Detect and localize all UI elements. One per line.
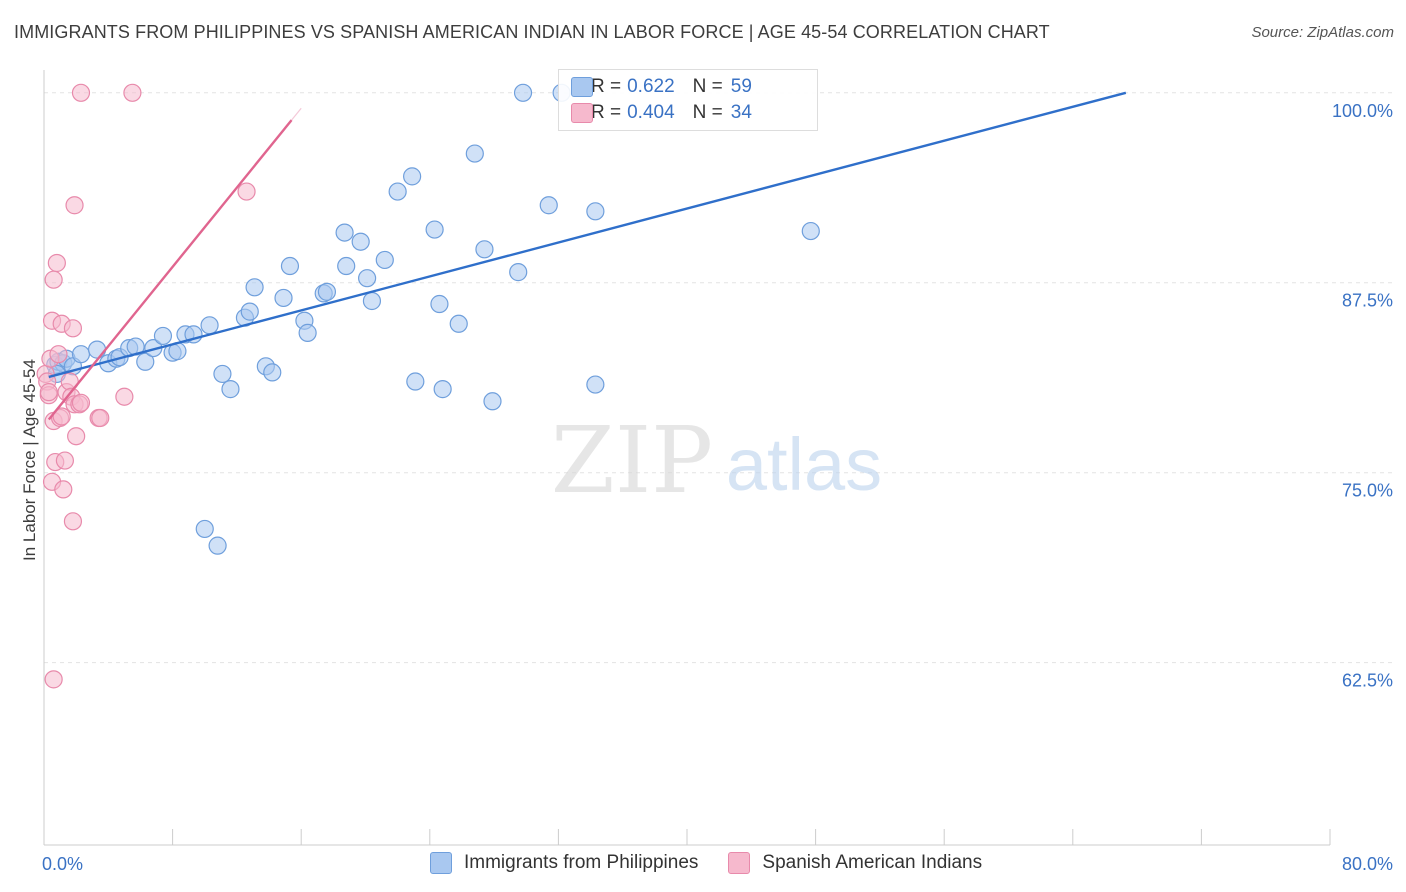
point-philippines xyxy=(403,167,422,186)
point-spanish-american-indian xyxy=(54,480,73,499)
legend-item-spanish-american-indians[interactable]: Spanish American Indians xyxy=(728,852,982,874)
point-philippines xyxy=(406,372,425,391)
point-spanish-american-indian xyxy=(123,83,142,102)
x-tick-label: 0.0% xyxy=(42,854,83,874)
point-philippines xyxy=(263,363,282,382)
watermark-atlas: atlas xyxy=(726,423,882,506)
point-philippines xyxy=(425,220,444,239)
point-spanish-american-indian xyxy=(63,319,83,338)
point-spanish-american-indian xyxy=(67,427,86,446)
point-spanish-american-indian xyxy=(91,408,110,428)
legend-label: Spanish American Indians xyxy=(762,852,983,873)
point-philippines xyxy=(483,392,502,411)
point-philippines xyxy=(240,302,259,321)
point-philippines xyxy=(71,345,91,364)
point-philippines xyxy=(375,250,394,270)
trend-line-philippines xyxy=(48,91,1127,379)
point-spanish-american-indian xyxy=(47,253,66,273)
legend-item-philippines[interactable]: Immigrants from Philippines xyxy=(430,852,698,874)
point-spanish-american-indian xyxy=(44,270,63,289)
point-philippines xyxy=(87,340,107,359)
point-spanish-american-indian xyxy=(115,387,134,406)
point-philippines xyxy=(213,364,232,384)
point-philippines xyxy=(200,316,219,335)
point-philippines xyxy=(351,232,370,251)
watermark-zip: ZIP xyxy=(551,407,713,514)
n-value: 59 xyxy=(730,76,752,97)
point-philippines xyxy=(337,256,356,276)
point-spanish-american-indian xyxy=(63,512,83,531)
point-philippines xyxy=(539,196,558,215)
stats-legend: R = 0.622 N = 59 R = 0.404 N = 34 xyxy=(558,69,818,131)
chart-title: IMMIGRANTS FROM PHILIPPINES VS SPANISH A… xyxy=(14,22,1050,42)
point-philippines xyxy=(274,288,293,308)
point-spanish-american-indian xyxy=(237,182,256,201)
legend-swatch-pink xyxy=(728,852,751,874)
point-philippines xyxy=(195,519,214,539)
point-philippines xyxy=(317,282,337,301)
n-label: N = xyxy=(692,76,723,97)
trend-line-extension xyxy=(291,107,302,121)
point-philippines xyxy=(280,256,300,276)
r-value: 0.404 xyxy=(627,102,675,123)
point-spanish-american-indian xyxy=(49,345,68,364)
legend-swatch-blue xyxy=(571,77,593,97)
point-philippines xyxy=(586,375,605,394)
legend-swatch-blue xyxy=(430,852,452,874)
r-label: R = xyxy=(591,76,622,97)
point-philippines xyxy=(475,240,494,259)
y-tick-label: 75.0% xyxy=(1342,481,1393,501)
trend-line-spanish-american-indian xyxy=(47,119,293,421)
legend-label: Immigrants from Philippines xyxy=(464,852,699,873)
point-spanish-american-indian xyxy=(65,196,84,215)
point-philippines xyxy=(465,144,484,163)
source-credit: Source: ZipAtlas.com xyxy=(1251,24,1394,41)
point-philippines xyxy=(245,278,264,297)
point-spanish-american-indian xyxy=(52,407,71,426)
point-philippines xyxy=(449,314,468,333)
point-philippines xyxy=(509,263,528,282)
y-tick-label: 100.0% xyxy=(1332,101,1393,121)
point-philippines xyxy=(136,352,155,371)
point-philippines xyxy=(298,323,317,342)
tick-labels: 62.5% 75.0% 87.5% 100.0% 0.0% 80.0% xyxy=(42,101,1393,874)
series-legend: Immigrants from Philippines Spanish Amer… xyxy=(430,852,1012,874)
data-points xyxy=(36,83,820,689)
point-philippines xyxy=(153,326,173,346)
point-philippines xyxy=(388,182,407,201)
y-tick-label: 62.5% xyxy=(1342,671,1393,691)
legend-swatch-pink xyxy=(571,103,593,123)
point-philippines xyxy=(586,202,605,221)
legend-row-spanish-american-indian: R = 0.404 N = 34 xyxy=(571,101,752,125)
legend-row-philippines: R = 0.622 N = 59 xyxy=(571,75,752,99)
point-spanish-american-indian xyxy=(55,451,74,470)
x-tick-label: 80.0% xyxy=(1342,854,1393,874)
n-label: N = xyxy=(692,102,723,123)
axes xyxy=(43,70,1331,846)
n-value: 34 xyxy=(730,102,752,123)
trend-lines xyxy=(47,91,1127,421)
r-value: 0.622 xyxy=(627,76,675,97)
point-spanish-american-indian xyxy=(44,670,63,689)
y-tick-label: 87.5% xyxy=(1342,291,1393,311)
point-philippines xyxy=(433,380,452,399)
point-philippines xyxy=(513,83,533,102)
point-philippines xyxy=(430,294,449,314)
point-spanish-american-indian xyxy=(71,393,91,412)
point-philippines xyxy=(801,221,820,241)
point-philippines xyxy=(335,223,354,242)
point-philippines xyxy=(221,380,240,399)
point-philippines xyxy=(362,291,382,311)
point-philippines xyxy=(208,536,227,555)
point-spanish-american-indian xyxy=(71,83,91,102)
r-label: R = xyxy=(591,102,622,123)
gridlines xyxy=(44,92,1392,664)
point-philippines xyxy=(358,269,377,288)
point-spanish-american-indian xyxy=(39,383,58,402)
